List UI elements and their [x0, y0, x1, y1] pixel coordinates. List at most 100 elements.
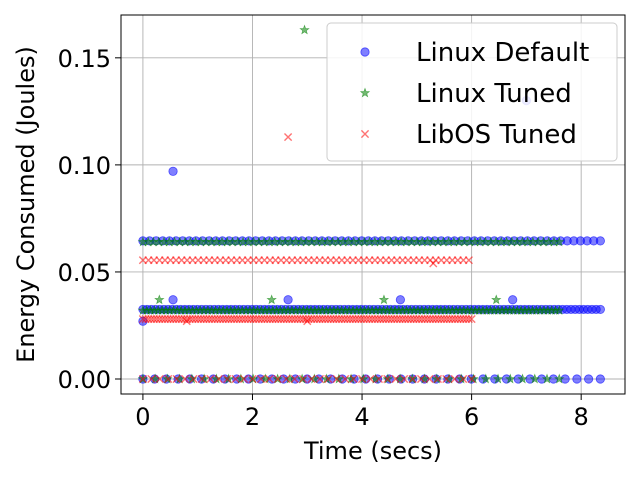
data-point	[517, 373, 528, 384]
data-point	[541, 373, 553, 384]
y-tick-label: 0.10	[58, 152, 111, 180]
data-point	[282, 374, 291, 384]
data-point	[332, 374, 341, 384]
data-point	[147, 374, 156, 384]
data-point	[172, 374, 181, 384]
x-axis-label: Time (secs)	[303, 437, 442, 465]
series-libos-tuned	[138, 132, 476, 384]
data-point	[467, 314, 476, 324]
y-tick-label: 0.15	[58, 45, 111, 73]
data-point	[307, 374, 316, 384]
data-point	[273, 374, 282, 384]
data-point	[283, 295, 293, 305]
data-point	[290, 374, 299, 384]
data-point	[572, 374, 582, 384]
data-point	[425, 374, 434, 384]
x-tick-label: 8	[574, 403, 589, 431]
data-point	[266, 294, 277, 305]
data-point	[154, 294, 165, 305]
data-point	[464, 314, 473, 324]
x-tick-label: 0	[135, 403, 150, 431]
data-point	[197, 374, 207, 384]
data-point	[408, 374, 417, 384]
data-point	[315, 374, 324, 384]
data-point	[492, 373, 504, 384]
data-point	[554, 373, 565, 384]
legend-label: Linux Tuned	[416, 79, 572, 109]
legend-label: Linux Default	[416, 38, 589, 68]
data-points	[137, 24, 605, 384]
legend-marker	[359, 87, 371, 98]
data-point	[206, 374, 215, 384]
data-point	[464, 256, 473, 265]
legend-item: Linux Default	[360, 38, 589, 68]
data-point	[491, 294, 502, 305]
data-point	[400, 374, 409, 384]
data-point	[180, 374, 190, 384]
data-point	[164, 374, 173, 384]
legend: Linux Default Linux Tuned LibOS Tuned	[326, 22, 618, 162]
data-point	[283, 132, 293, 142]
data-point	[595, 374, 605, 384]
data-point	[341, 374, 350, 384]
data-point	[168, 295, 178, 305]
data-point	[391, 374, 400, 384]
plot-area	[120, 14, 626, 395]
data-point	[299, 24, 310, 35]
legend-box	[326, 22, 618, 162]
data-point	[182, 317, 191, 326]
data-point	[374, 374, 383, 384]
data-point	[554, 305, 565, 315]
data-point	[429, 259, 438, 268]
data-point	[168, 166, 178, 176]
x-tick-label: 2	[245, 403, 260, 431]
data-point	[357, 374, 367, 384]
data-point	[505, 373, 516, 384]
data-point	[298, 374, 308, 384]
x-tick-label: 4	[354, 403, 369, 431]
data-point	[231, 374, 240, 384]
data-point	[595, 236, 605, 246]
y-axis-label: Energy Consumed (Joules)	[12, 46, 40, 363]
y-axis-ticks: 0.00 0.05 0.10 0.15	[58, 45, 121, 394]
data-point	[554, 236, 565, 247]
legend-item: LibOS Tuned	[360, 120, 577, 150]
data-point	[584, 374, 594, 384]
y-tick-label: 0.05	[58, 259, 111, 287]
plot-frame	[120, 14, 626, 395]
data-point	[416, 374, 426, 384]
data-point	[395, 295, 405, 305]
data-point	[529, 373, 540, 384]
data-point	[480, 373, 491, 384]
legend-marker	[360, 47, 370, 57]
data-point	[256, 374, 266, 384]
data-point	[383, 374, 392, 384]
data-point	[265, 374, 274, 384]
x-axis-ticks: 0 2 4 6 8	[135, 394, 589, 431]
data-point	[450, 374, 459, 384]
data-point	[442, 374, 451, 384]
legend-item: Linux Tuned	[359, 79, 572, 109]
legend-marker	[360, 129, 370, 139]
data-point	[433, 374, 442, 384]
y-tick-label: 0.00	[58, 366, 111, 394]
data-point	[508, 295, 518, 305]
data-point	[248, 374, 257, 384]
data-point	[239, 374, 249, 384]
data-point	[459, 374, 468, 384]
data-point	[189, 374, 198, 384]
data-point	[378, 294, 390, 305]
data-point	[155, 374, 164, 384]
data-point	[303, 317, 312, 326]
data-point	[366, 374, 375, 384]
data-point	[138, 374, 148, 384]
data-point	[467, 374, 476, 384]
data-point	[214, 374, 223, 384]
x-tick-label: 6	[464, 403, 479, 431]
data-point	[324, 374, 333, 384]
data-point	[223, 374, 232, 384]
data-point	[595, 304, 605, 315]
data-point	[349, 374, 358, 384]
legend-label: LibOS Tuned	[416, 120, 577, 150]
